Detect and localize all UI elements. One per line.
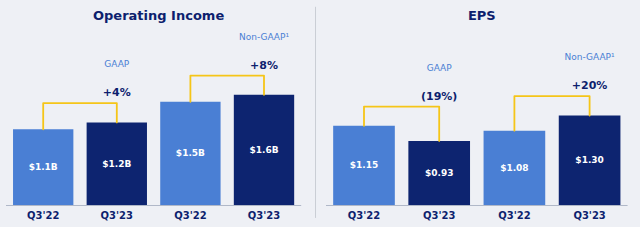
svg-text:Non-GAAP¹: Non-GAAP¹: [565, 52, 615, 62]
svg-text:Q3'22: Q3'22: [174, 210, 206, 221]
svg-text:Q3'22: Q3'22: [348, 210, 380, 221]
svg-text:Q3'22: Q3'22: [498, 210, 530, 221]
svg-text:Q3'23: Q3'23: [573, 210, 605, 221]
svg-text:Q3'23: Q3'23: [248, 210, 280, 221]
svg-text:+8%: +8%: [250, 59, 278, 72]
svg-text:Q3'22: Q3'22: [27, 210, 59, 221]
svg-text:(19%): (19%): [421, 90, 457, 103]
svg-text:$1.6B: $1.6B: [249, 145, 278, 155]
svg-text:$1.08: $1.08: [500, 163, 528, 173]
svg-text:+20%: +20%: [572, 79, 608, 92]
svg-text:$1.30: $1.30: [575, 155, 603, 165]
svg-text:GAAP: GAAP: [104, 59, 130, 69]
svg-text:$1.2B: $1.2B: [102, 159, 131, 169]
svg-text:Non-GAAP¹: Non-GAAP¹: [239, 32, 289, 42]
svg-text:$1.1B: $1.1B: [29, 162, 58, 172]
svg-text:GAAP: GAAP: [427, 63, 453, 73]
svg-text:$1.15: $1.15: [350, 160, 378, 170]
svg-text:+4%: +4%: [103, 86, 131, 99]
svg-text:Operating Income: Operating Income: [93, 8, 224, 23]
svg-text:Q3'23: Q3'23: [423, 210, 455, 221]
svg-text:Q3'23: Q3'23: [101, 210, 133, 221]
svg-text:$1.5B: $1.5B: [176, 148, 205, 158]
svg-text:$0.93: $0.93: [425, 168, 453, 178]
svg-text:EPS: EPS: [468, 8, 496, 23]
